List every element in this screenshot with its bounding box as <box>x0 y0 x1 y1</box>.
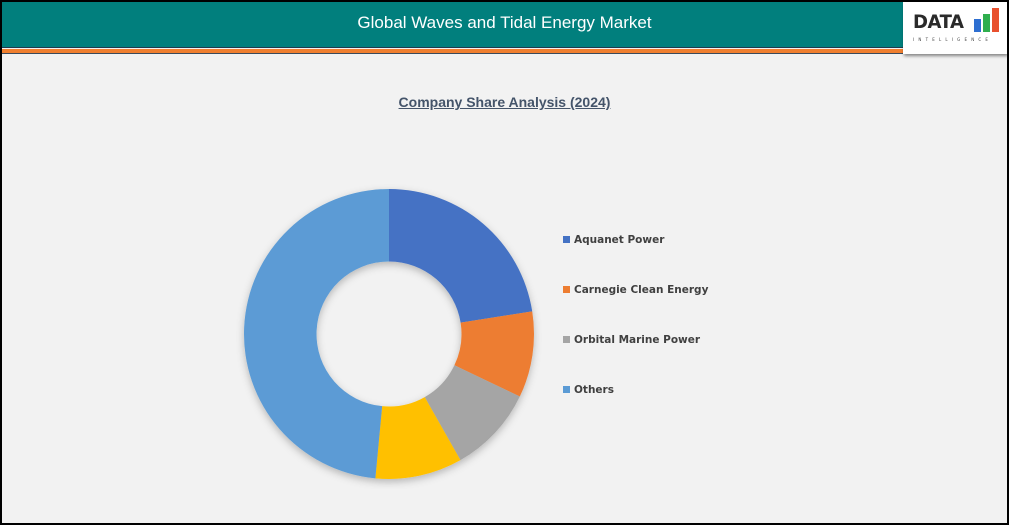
donut-slice-unlabeled <box>375 397 461 479</box>
logo-bars-icon <box>974 8 1002 32</box>
header-accent-stripe <box>2 49 1007 54</box>
legend-swatch-icon <box>563 236 570 243</box>
legend-label: Carnegie Clean Energy <box>574 284 709 296</box>
legend-item-aquanet-power: Aquanet Power <box>563 234 664 248</box>
header-bar: Global Waves and Tidal Energy Market <box>2 2 1007 48</box>
legend-swatch-icon <box>563 286 570 293</box>
legend-swatch-icon <box>563 336 570 343</box>
donut-slice-aquanet-power <box>389 189 533 323</box>
donut-chart <box>244 189 534 479</box>
legend-swatch-icon <box>563 386 570 393</box>
donut-slice-others <box>244 189 389 479</box>
legend-label: Orbital Marine Power <box>574 334 701 346</box>
page-title: Global Waves and Tidal Energy Market <box>357 13 652 32</box>
legend-item-carnegie-clean-energy: Carnegie Clean Energy <box>563 284 708 298</box>
legend-label: Others <box>574 384 614 396</box>
datam-intelligence-logo: DATA INTELLIGENCE <box>903 2 1007 54</box>
logo-subtext: INTELLIGENCE <box>913 37 993 42</box>
legend-label: Aquanet Power <box>574 234 665 246</box>
donut-slice-orbital-marine-power <box>424 365 520 461</box>
chart-title: Company Share Analysis (2024) <box>398 94 611 110</box>
logo-wordmark: DATA <box>913 11 964 33</box>
donut-slice-carnegie-clean-energy <box>454 311 534 397</box>
legend-item-others: Others <box>563 384 614 398</box>
legend-item-orbital-marine-power: Orbital Marine Power <box>563 334 700 348</box>
